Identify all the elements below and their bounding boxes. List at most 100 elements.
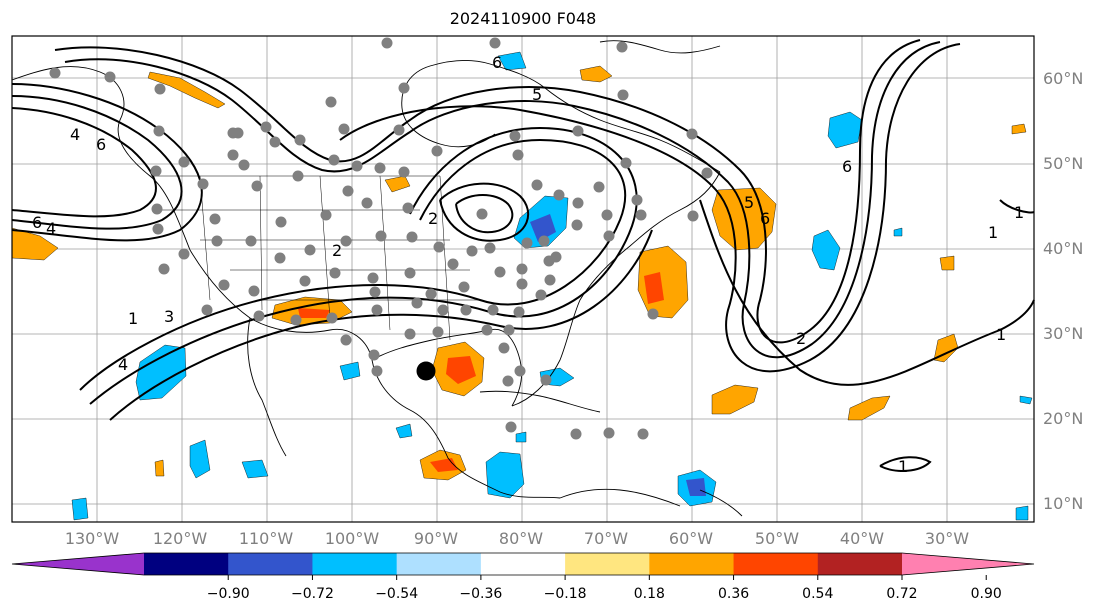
contour-line xyxy=(455,194,514,234)
lon-label: 90°W xyxy=(413,529,459,548)
lon-label: 70°W xyxy=(583,529,629,548)
shade-patch xyxy=(395,423,413,439)
colorbar-segment xyxy=(817,553,903,575)
contour-label: 1 xyxy=(996,325,1006,344)
shade-patch xyxy=(497,51,527,71)
contour-label: 6 xyxy=(492,53,502,72)
lon-label: 130°W xyxy=(64,529,120,548)
shade-patch xyxy=(154,459,165,477)
shade-patch xyxy=(644,272,664,304)
storm-center-marker xyxy=(416,361,436,381)
colorbar-extend-low xyxy=(12,553,144,575)
shade-patch xyxy=(711,384,759,415)
shade-patch xyxy=(189,439,211,479)
contour-label: 1 xyxy=(898,457,908,476)
shade-patch xyxy=(515,431,527,443)
lon-label: 100°W xyxy=(324,529,380,548)
contour-label: 5 xyxy=(744,193,754,212)
shade-patch xyxy=(147,71,226,109)
contour-label: 4 xyxy=(70,125,80,144)
colorbar-outline xyxy=(11,552,1035,576)
contour-label: 2 xyxy=(428,209,438,228)
colorbar-tick-label: 0.18 xyxy=(633,586,665,602)
contour-label: 6 xyxy=(760,209,770,228)
shade-patch xyxy=(1019,395,1033,405)
contour-line xyxy=(11,107,157,218)
contour-line xyxy=(439,182,530,242)
colorbar-extend-high xyxy=(902,553,1034,575)
contour-label: 3 xyxy=(164,307,174,326)
contour-label: 6 xyxy=(842,157,852,176)
colorbar-segment xyxy=(649,553,735,575)
contour-label: 5 xyxy=(532,85,542,104)
colorbar-segment xyxy=(228,553,313,575)
contour-label: 6 xyxy=(96,135,106,154)
graticule xyxy=(12,36,1034,522)
contour-line xyxy=(999,199,1035,214)
contour-line xyxy=(339,43,961,373)
lat-label: 50°N xyxy=(1043,154,1084,173)
figure-title: 2024110900 F048 xyxy=(449,9,597,28)
lat-label: 40°N xyxy=(1043,239,1084,258)
lon-label: 30°W xyxy=(924,529,970,548)
contour-line xyxy=(79,138,627,391)
lon-label: 60°W xyxy=(668,529,714,548)
shade-patch xyxy=(811,229,841,271)
lat-label: 60°N xyxy=(1043,69,1084,88)
colorbar-tick-label: 0.36 xyxy=(717,586,750,602)
shade-patch xyxy=(939,255,955,271)
contour-line xyxy=(89,126,638,405)
lon-label: 110°W xyxy=(238,529,294,548)
shade-patch xyxy=(933,333,959,363)
contour-label: 1 xyxy=(1014,203,1024,222)
contour-label: 4 xyxy=(118,355,128,374)
contour-label: 1 xyxy=(988,223,998,242)
shade-patch xyxy=(241,459,269,479)
lat-label: 30°N xyxy=(1043,324,1084,343)
shade-patch xyxy=(446,356,476,384)
station-dots xyxy=(49,37,713,440)
shade-patch xyxy=(530,214,556,242)
shade-patch xyxy=(339,361,361,381)
shade-patch xyxy=(485,451,525,499)
lon-label: 120°W xyxy=(152,529,208,548)
colorbar-segment xyxy=(565,553,650,575)
shade-patch xyxy=(298,308,330,318)
contour-label: 6 xyxy=(32,213,42,232)
contour-label: 2 xyxy=(796,329,806,348)
lat-label: 20°N xyxy=(1043,409,1084,428)
colorbar-segment xyxy=(396,553,482,575)
shade-patch xyxy=(384,175,411,193)
contour-line xyxy=(699,199,1035,386)
lon-label: 80°W xyxy=(498,529,544,548)
shade-patch xyxy=(1011,123,1027,135)
coastlines xyxy=(11,40,743,517)
contour-line xyxy=(54,39,921,344)
shade-patch xyxy=(579,65,613,83)
lon-label: 40°W xyxy=(839,529,885,548)
map-frame xyxy=(11,35,1035,523)
colorbar-tick-label: 0.54 xyxy=(802,586,834,602)
shaded-fields xyxy=(11,51,1033,521)
contour-labels: 6 5 4 6 6 4 6 5 2 2 1 3 4 2 1 1 1 6 1 xyxy=(32,53,1024,476)
colorbar-tick-label: 0.72 xyxy=(886,586,918,602)
lon-label: 50°W xyxy=(754,529,800,548)
shade-patch xyxy=(847,395,891,421)
shade-patch xyxy=(135,344,187,401)
contour-line xyxy=(11,95,183,230)
lat-label: 10°N xyxy=(1043,494,1084,513)
contour-label: 2 xyxy=(332,241,342,260)
shade-patch xyxy=(686,478,706,496)
colorbar-tick-label: −0.72 xyxy=(290,586,334,602)
colorbar-tick-label: −0.54 xyxy=(375,586,419,602)
colorbar-tick-label: −0.36 xyxy=(459,586,503,602)
colorbar-tick-label: −0.90 xyxy=(206,586,250,602)
colorbar-segment xyxy=(144,553,229,575)
colorbar-segment xyxy=(312,553,398,575)
shade-patch xyxy=(827,111,863,149)
shade-patch xyxy=(71,497,89,521)
colorbar-segment xyxy=(733,553,819,575)
colorbar-tick-label: −0.18 xyxy=(543,586,587,602)
colorbar-tick-label: 0.90 xyxy=(970,586,1002,602)
